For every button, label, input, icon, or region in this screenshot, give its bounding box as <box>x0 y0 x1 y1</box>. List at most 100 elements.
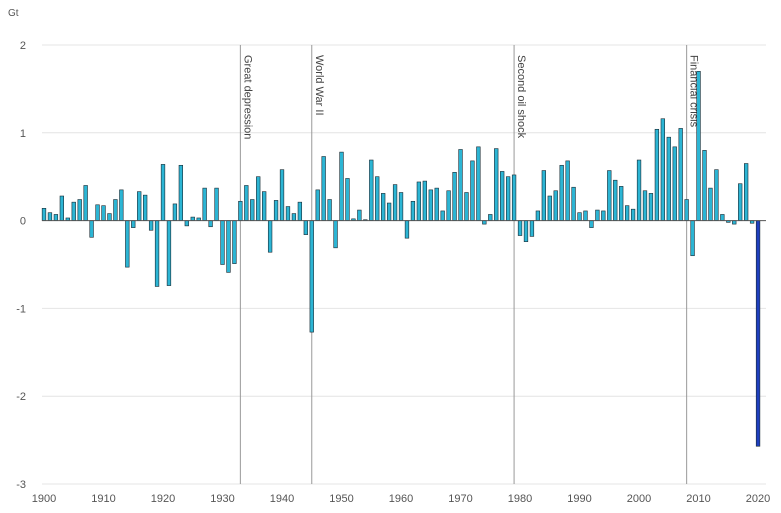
bar-2002 <box>648 193 654 221</box>
bar-1902 <box>53 214 59 221</box>
bar-2005 <box>666 136 671 221</box>
gridlines <box>42 44 766 485</box>
bar-1951 <box>345 178 350 221</box>
bar-1961 <box>404 220 410 239</box>
bar-1913 <box>119 189 124 221</box>
bar-1978 <box>505 176 511 221</box>
x-tick-label: 2020 <box>746 493 770 505</box>
bar-1928 <box>208 220 213 228</box>
bar-1984 <box>541 170 546 221</box>
bar-1921 <box>166 220 172 286</box>
y-tick-label: -2 <box>16 391 26 403</box>
bar-1929 <box>214 187 219 221</box>
y-tick-label: 0 <box>20 216 26 228</box>
bar-1933 <box>238 200 243 221</box>
bar-1977 <box>500 171 505 221</box>
bar-2000 <box>636 159 642 221</box>
x-tick-label: 2010 <box>686 493 710 505</box>
bar-1967 <box>440 210 445 221</box>
bar-2013 <box>714 169 719 221</box>
event-label: World War II <box>313 55 325 116</box>
bar-1901 <box>47 212 53 221</box>
bar-1983 <box>535 210 541 221</box>
bar-1903 <box>59 195 64 221</box>
bar-2006 <box>672 146 677 221</box>
bar-1925 <box>190 216 195 221</box>
bar-1999 <box>630 208 636 221</box>
bar-1937 <box>262 191 267 221</box>
bar-1993 <box>595 209 600 221</box>
bar-1979 <box>511 174 517 221</box>
bar-1915 <box>131 220 136 228</box>
bar-1964 <box>422 180 427 221</box>
bar-1994 <box>601 210 606 221</box>
bar-2016 <box>732 220 737 225</box>
x-tick-label: 1930 <box>210 493 234 505</box>
bar-1910 <box>101 205 106 221</box>
bar-2008 <box>684 199 689 221</box>
x-tick-label: 1920 <box>151 493 175 505</box>
bar-1930 <box>220 220 225 265</box>
bar-1938 <box>267 220 273 253</box>
bar-1923 <box>178 164 184 221</box>
x-tick-label: 1980 <box>508 493 532 505</box>
bar-1907 <box>83 185 88 221</box>
bar-1991 <box>583 210 588 221</box>
bar-1986 <box>553 190 558 221</box>
bar-1970 <box>458 149 463 221</box>
bar-2010 <box>696 71 701 221</box>
bar-1988 <box>565 160 570 221</box>
bar-1953 <box>357 209 362 221</box>
bar-1912 <box>113 199 118 221</box>
bar-1922 <box>172 203 178 221</box>
bar-1962 <box>410 200 416 221</box>
bar-1968 <box>446 190 451 221</box>
bar-1987 <box>559 164 564 221</box>
bar-1973 <box>476 146 481 221</box>
bar-1963 <box>416 181 422 221</box>
bar-1934 <box>244 185 249 221</box>
bar-1947 <box>321 156 326 221</box>
bar-2012 <box>708 187 713 221</box>
bar-1949 <box>333 220 338 249</box>
bar-1992 <box>589 220 594 228</box>
bar-1935 <box>250 199 255 221</box>
bar-1932 <box>232 220 237 264</box>
bar-1941 <box>285 206 291 221</box>
bar-2018 <box>744 163 749 221</box>
bar-1965 <box>428 189 433 221</box>
bar-1940 <box>279 169 285 221</box>
axis-labels: 2 1 0 -1 -2 -3 1900 1910 1920 1930 1940 1950 1960 197… <box>16 40 770 505</box>
bar-1919 <box>154 220 160 287</box>
bar-1931 <box>226 220 231 273</box>
x-tick-label: 2000 <box>627 493 651 505</box>
x-tick-label: 1950 <box>329 493 353 505</box>
bar-2011 <box>702 150 707 221</box>
x-tick-label: 1970 <box>448 493 472 505</box>
bar-1975 <box>488 214 493 221</box>
bar-1998 <box>624 205 630 221</box>
x-tick-label: 1990 <box>567 493 591 505</box>
bar-1911 <box>107 213 112 221</box>
bar-1946 <box>315 189 320 221</box>
bar-1981 <box>523 220 529 242</box>
bar-1972 <box>470 160 475 221</box>
bar-1980 <box>517 220 523 236</box>
event-label: Great depression <box>241 55 253 139</box>
x-tick-label: 1910 <box>91 493 115 505</box>
bar-1942 <box>291 213 297 221</box>
bar-1996 <box>613 179 618 221</box>
bar-2014 <box>720 214 725 221</box>
bar-1955 <box>369 159 374 221</box>
y-tick-label: -1 <box>16 303 26 315</box>
bar-1950 <box>339 151 344 221</box>
bar-1982 <box>529 220 535 237</box>
bar-1944 <box>303 220 308 235</box>
bar-1956 <box>375 176 380 221</box>
bar-1924 <box>184 220 189 227</box>
event-markers: Great depression World War II Second oil s… <box>239 45 700 484</box>
bar-2007 <box>678 128 683 221</box>
y-tick-label: 2 <box>20 40 26 52</box>
bar-1927 <box>202 187 207 221</box>
